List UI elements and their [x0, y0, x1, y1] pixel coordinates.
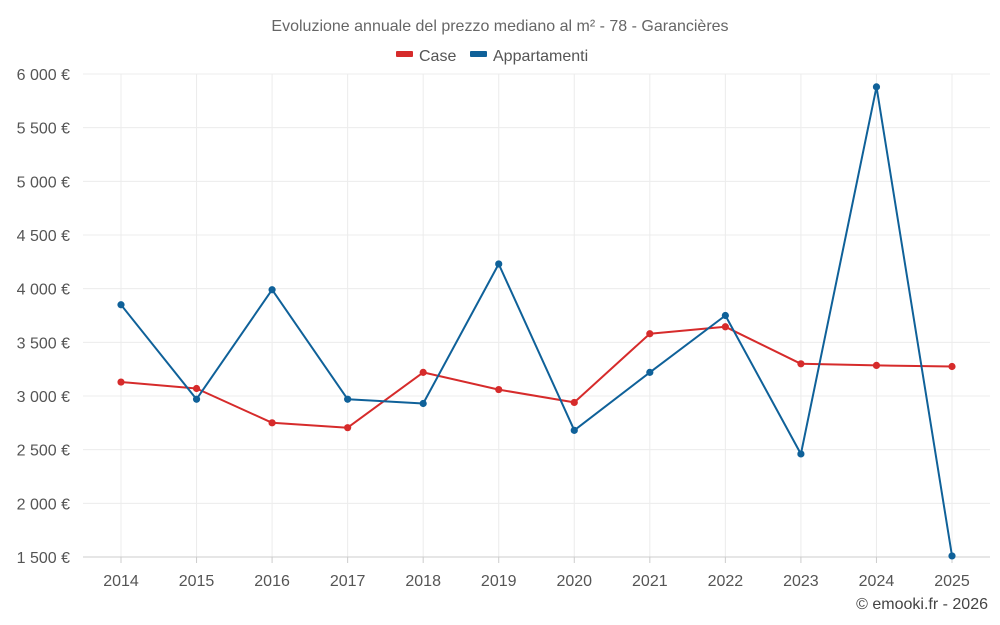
data-point-appartamenti[interactable] — [192, 395, 201, 403]
data-point-appartamenti[interactable] — [344, 395, 352, 403]
x-tick-label: 2020 — [556, 573, 592, 590]
data-point-case[interactable] — [495, 385, 503, 394]
x-tick-label: 2016 — [254, 573, 290, 590]
x-tick-label: 2022 — [708, 573, 744, 590]
data-point-case[interactable] — [419, 368, 427, 376]
data-point-appartamenti[interactable] — [570, 426, 578, 434]
data-point-appartamenti[interactable] — [495, 260, 503, 268]
x-tick-label: 2023 — [783, 573, 819, 590]
data-point-appartamenti[interactable] — [117, 301, 125, 309]
data-point-appartamenti[interactable] — [872, 83, 881, 91]
data-point-case[interactable] — [646, 330, 654, 338]
legend-label-appartamenti[interactable]: Appartamenti — [493, 48, 588, 65]
legend-label-case[interactable]: Case — [419, 48, 456, 65]
data-point-appartamenti[interactable] — [419, 399, 427, 408]
y-tick-label: 3 000 € — [17, 389, 70, 406]
x-tick-label: 2025 — [934, 573, 970, 590]
series-layer — [117, 83, 956, 560]
x-tick-label: 2021 — [632, 573, 668, 590]
data-point-case[interactable] — [948, 362, 956, 371]
x-tick-label: 2019 — [481, 573, 517, 590]
data-point-case[interactable] — [268, 419, 276, 427]
data-point-appartamenti[interactable] — [797, 450, 805, 458]
data-point-appartamenti[interactable] — [948, 552, 956, 560]
data-point-case[interactable] — [872, 361, 881, 370]
data-point-case[interactable] — [117, 378, 125, 386]
chart-title: Evoluzione annuale del prezzo mediano al… — [271, 18, 728, 35]
legend[interactable]: Case Appartamenti — [396, 48, 588, 65]
y-axis: 1 500 € 2 000 € 2 500 € 3 000 € 3 500 € 4 000… — [17, 67, 70, 567]
legend-swatch-appartamenti — [470, 51, 487, 57]
x-tick-label: 2024 — [859, 573, 895, 590]
x-tick-label: 2015 — [179, 573, 215, 590]
y-tick-label: 4 000 € — [17, 282, 70, 299]
y-tick-label: 6 000 € — [17, 67, 70, 84]
y-tick-label: 5 000 € — [17, 174, 70, 191]
y-tick-label: 2 000 € — [17, 496, 70, 513]
data-point-case[interactable] — [570, 398, 578, 407]
series-case — [117, 323, 956, 432]
data-point-appartamenti[interactable] — [646, 368, 654, 376]
grid — [83, 73, 990, 558]
data-point-case[interactable] — [344, 424, 352, 432]
x-tick-label: 2017 — [330, 573, 366, 590]
y-tick-label: 2 500 € — [17, 443, 70, 460]
x-tick-label: 2014 — [103, 573, 139, 590]
y-tick-label: 1 500 € — [17, 550, 70, 567]
data-point-appartamenti[interactable] — [268, 286, 276, 294]
legend-swatch-case — [396, 51, 413, 57]
x-tick-label: 2018 — [405, 573, 441, 590]
series-line-case — [120, 325, 953, 429]
y-tick-label: 3 500 € — [17, 335, 70, 352]
y-tick-label: 4 500 € — [17, 228, 70, 245]
data-point-case[interactable] — [192, 384, 201, 393]
credit-text: © emooki.fr - 2026 — [856, 596, 988, 613]
data-point-case[interactable] — [721, 323, 729, 331]
data-point-appartamenti[interactable] — [721, 311, 729, 320]
y-tick-label: 5 500 € — [17, 121, 70, 138]
data-point-case[interactable] — [797, 360, 805, 368]
x-axis: 2014 2015 2016 2017 2018 2019 2020 2021 2022 2023… — [83, 556, 990, 590]
series-appartamenti — [117, 83, 956, 560]
series-line-appartamenti — [120, 85, 953, 557]
